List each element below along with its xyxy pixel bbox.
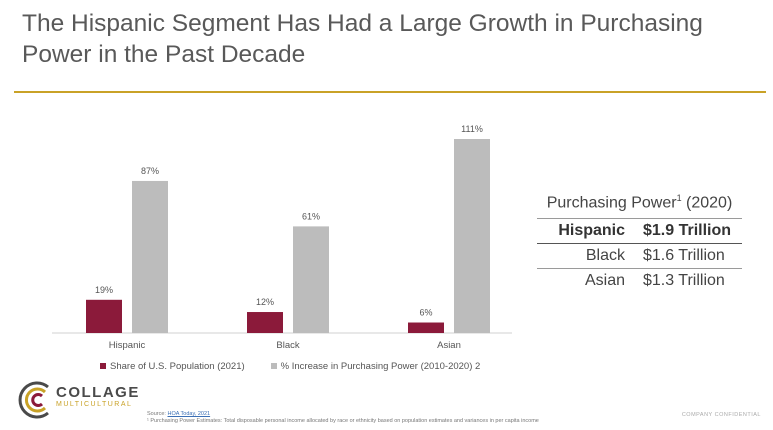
logo-wordmark: COLLAGE [56,384,140,401]
legend-label-purchasing-power: % Increase in Purchasing Power (2010-202… [280,360,481,372]
pp-value: $1.3 Trillion [643,272,725,290]
x-tick-label-black: Black [276,340,299,351]
pp-category: Asian [584,272,625,290]
data-label-hispanic-series-1: 19% [95,285,113,295]
footnote: ¹ Purchasing Power Estimates: Total disp… [147,418,539,424]
pp-value: $1.6 Trillion [643,247,725,265]
pp-row-asian: Asian $1.3 Trillion [537,269,742,293]
source-prefix: Source: [147,411,166,417]
bar-hispanic-series-1 [86,299,122,333]
bar-hispanic-series-2 [132,180,168,333]
chart-legend: Share of U.S. Population (2021) % Increa… [100,359,506,373]
bar-asian-series-2 [454,139,490,333]
logo-subtitle: MULTICULTURAL [56,401,133,408]
data-label-asian-series-1: 6% [419,308,432,318]
page-title: The Hispanic Segment Has Had a Large Gro… [22,10,703,68]
pp-value: $1.9 Trillion [643,222,732,240]
purchasing-power-table: Purchasing Power1 (2020) Hispanic $1.9 T… [537,193,742,293]
source-note: Source: HOA Today, 2021 [147,411,210,417]
bar-black-series-2 [293,226,329,333]
pp-category: Hispanic [558,222,625,240]
data-label-asian-series-2: 111% [461,124,483,134]
legend-item-population: Share of U.S. Population (2021) [100,361,245,372]
x-tick-label-hispanic: Hispanic [109,340,146,351]
legend-label-population: Share of U.S. Population (2021) [110,360,245,372]
x-tick-label-asian: Asian [437,340,461,351]
legend-item-purchasing-power: % Increase in Purchasing Power (2010-202… [270,360,481,372]
data-label-hispanic-series-2: 87% [141,166,159,176]
legend-swatch-purchasing-power [270,363,277,369]
pp-category: Black [585,247,625,265]
source-link[interactable]: HOA Today, 2021 [167,411,211,417]
bar-black-series-1 [247,312,283,333]
bar-asian-series-1 [408,322,444,333]
collage-logo-icon [18,381,49,419]
pp-row-black: Black $1.6 Trillion [537,244,742,270]
purchasing-power-header: Purchasing Power1 (2020) [537,193,742,220]
legend-swatch-population [100,363,106,369]
purchasing-power-title: Purchasing Power [546,194,677,212]
data-label-black-series-2: 61% [302,211,320,221]
title-divider [14,91,766,93]
confidential-label: COMPANY CONFIDENTIAL [681,412,761,418]
footnote-marker: 1 [676,193,682,203]
pp-row-hispanic: Hispanic $1.9 Trillion [537,219,742,245]
purchasing-power-year: (2020) [686,194,733,212]
data-label-black-series-1: 12% [256,297,274,307]
